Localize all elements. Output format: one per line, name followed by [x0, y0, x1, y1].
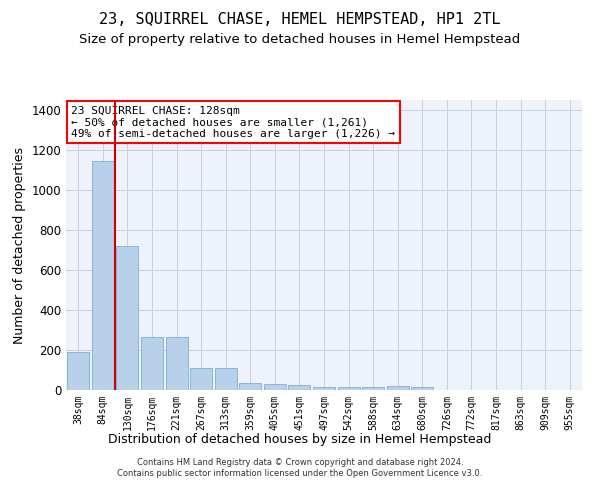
Bar	[239, 383, 262, 390]
Bar	[264, 384, 286, 390]
Bar	[116, 246, 139, 390]
Bar	[411, 387, 433, 390]
Bar	[141, 337, 163, 390]
Bar	[386, 386, 409, 390]
Bar	[289, 385, 310, 390]
Bar	[215, 368, 237, 390]
Bar	[338, 387, 359, 390]
Text: Contains HM Land Registry data © Crown copyright and database right 2024.
Contai: Contains HM Land Registry data © Crown c…	[118, 458, 482, 477]
Bar	[362, 387, 384, 390]
Bar	[67, 352, 89, 390]
Bar	[313, 387, 335, 390]
Y-axis label: Number of detached properties: Number of detached properties	[13, 146, 26, 344]
Bar	[166, 337, 188, 390]
Text: Size of property relative to detached houses in Hemel Hempstead: Size of property relative to detached ho…	[79, 32, 521, 46]
Text: Distribution of detached houses by size in Hemel Hempstead: Distribution of detached houses by size …	[109, 432, 491, 446]
Bar	[190, 368, 212, 390]
Text: 23 SQUIRREL CHASE: 128sqm
← 50% of detached houses are smaller (1,261)
49% of se: 23 SQUIRREL CHASE: 128sqm ← 50% of detac…	[71, 106, 395, 139]
Bar	[92, 161, 114, 390]
Text: 23, SQUIRREL CHASE, HEMEL HEMPSTEAD, HP1 2TL: 23, SQUIRREL CHASE, HEMEL HEMPSTEAD, HP1…	[99, 12, 501, 28]
